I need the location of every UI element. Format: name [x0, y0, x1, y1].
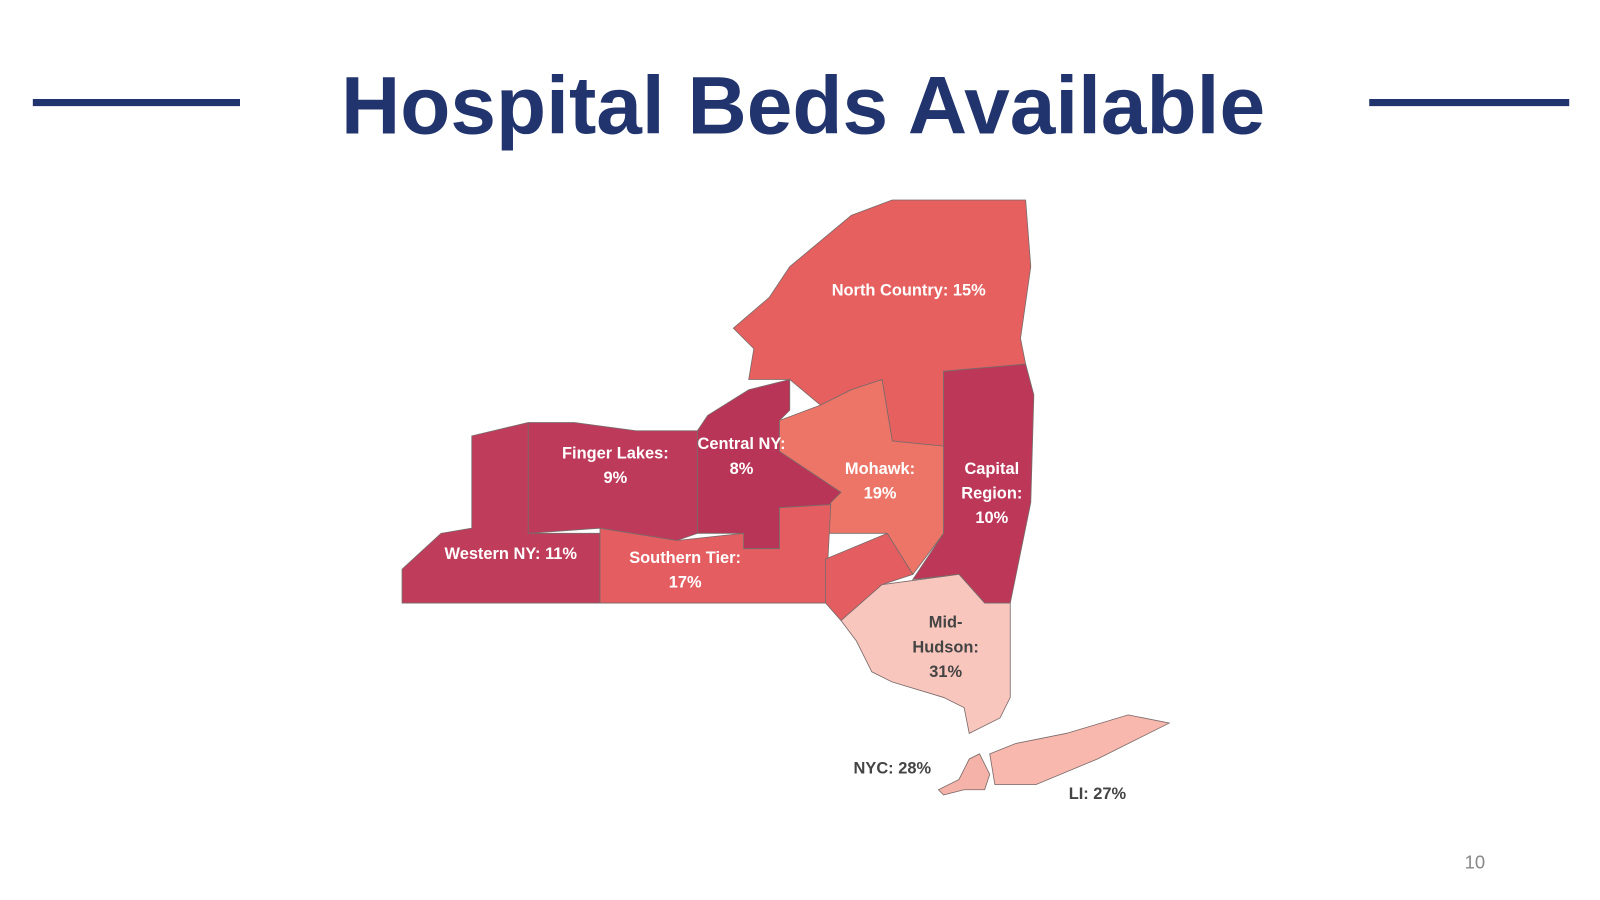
region-shape: [779, 378, 944, 576]
region-label: 31%: [929, 663, 962, 681]
region-label: Region:: [961, 484, 1022, 502]
region-label: Capital: [964, 460, 1019, 478]
title: Hospital Beds Available: [341, 60, 1265, 151]
region-shape: [937, 753, 991, 796]
region-label: Central NY:: [697, 435, 785, 453]
region-label: 17%: [669, 574, 702, 592]
region-shape: [840, 573, 1011, 734]
region-label: 8%: [730, 460, 754, 478]
region-label: Southern Tier:: [629, 549, 741, 567]
region-shape: [599, 504, 832, 604]
region-label: NYC: 28%: [854, 759, 932, 777]
page-number: 10: [1465, 852, 1486, 873]
region-label: Mid-: [929, 614, 963, 632]
region-shape: [989, 714, 1171, 786]
region-label: Hudson:: [912, 638, 979, 656]
region-label: 19%: [864, 484, 897, 502]
region-label: 10%: [975, 509, 1008, 527]
region-label: LI: 27%: [1069, 785, 1127, 803]
region-label: Western NY: 11%: [445, 545, 578, 563]
region-label: Finger Lakes:: [562, 444, 669, 462]
region-label: North Country: 15%: [832, 281, 986, 299]
map: North Country: 15% Finger Lakes: 9% Central…: [401, 199, 1171, 803]
region-label: Mohawk:: [845, 460, 915, 478]
region-label: 9%: [604, 469, 628, 487]
